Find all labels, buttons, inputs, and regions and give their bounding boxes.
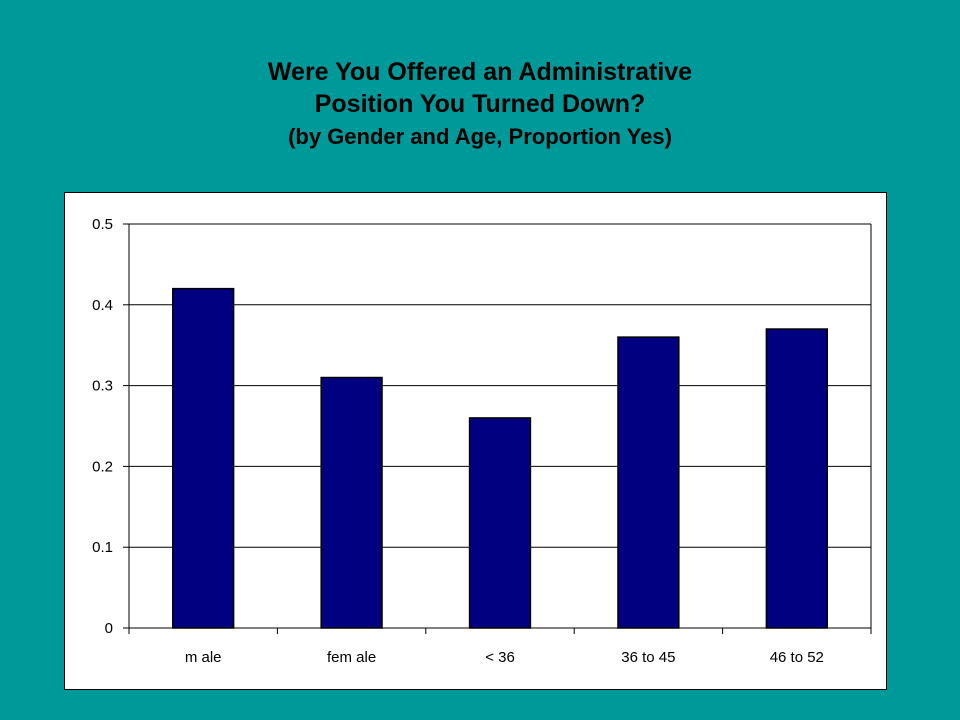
y-tick-label: 0.2: [92, 458, 113, 475]
bar: [320, 376, 383, 629]
bar: [468, 417, 532, 629]
chart-title-line2: Position You Turned Down?: [314, 90, 646, 118]
y-tick-label: 0.3: [92, 378, 113, 395]
chart-title-line1: Were You Offered an Administrative: [267, 58, 693, 86]
bar: [765, 328, 828, 629]
bar: [617, 336, 680, 629]
bar: [172, 287, 235, 629]
chart-panel: 0 0.1 0.2 0.3 0.4 0.5 m ale fem ale < 36 36 to 45…: [64, 192, 887, 690]
x-tick-label: 46 to 52: [770, 649, 824, 666]
x-tick-label: < 36: [485, 649, 515, 666]
chart-title: Were You Offered an Administrative Posit…: [0, 56, 960, 154]
x-tick-label: 36 to 45: [621, 649, 675, 666]
x-tick-label: fem ale: [327, 649, 376, 666]
y-tick-label: 0: [105, 620, 113, 637]
y-tick-label: 0.5: [92, 216, 113, 233]
y-tick-label: 0.4: [92, 297, 113, 314]
x-tick-label: m ale: [185, 649, 222, 666]
bar-chart: 0 0.1 0.2 0.3 0.4 0.5 m ale fem ale < 36 36 to 45…: [92, 216, 872, 666]
y-tick-label: 0.1: [92, 539, 113, 556]
chart-subtitle: (by Gender and Age, Proportion Yes): [288, 124, 672, 149]
